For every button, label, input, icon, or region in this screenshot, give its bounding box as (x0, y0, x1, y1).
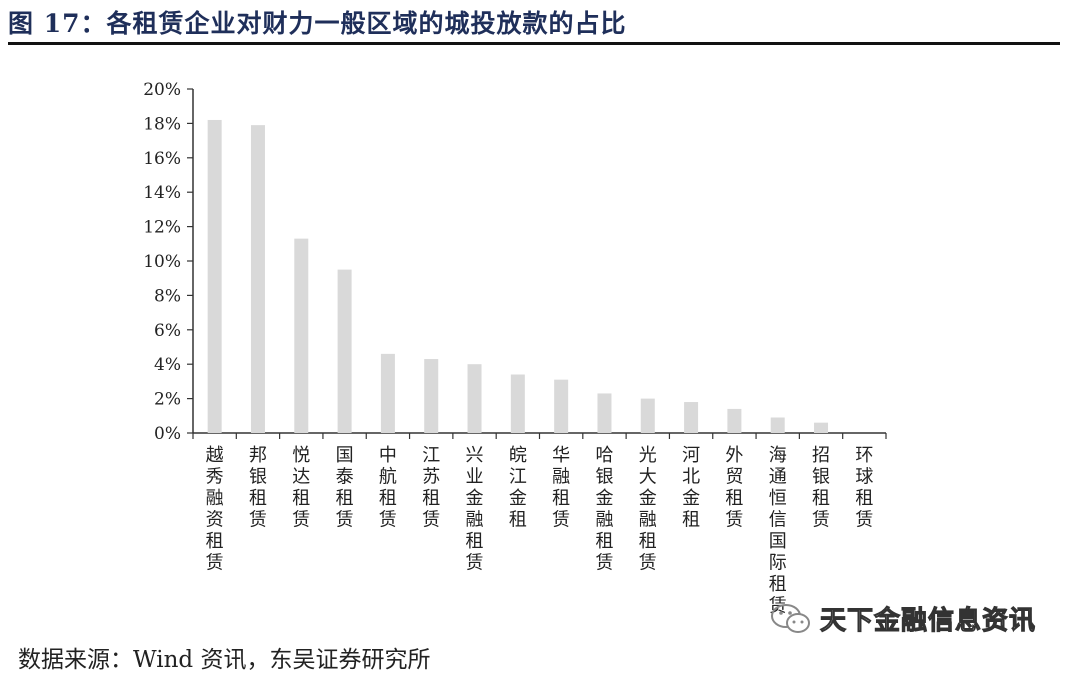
x-tick-label: 环球租赁 (855, 445, 873, 531)
y-tick-label: 18% (143, 114, 181, 134)
bar (597, 393, 612, 433)
bar (727, 408, 742, 433)
bar (250, 125, 265, 434)
watermark-text: 天下金融信息资讯 (819, 606, 1037, 637)
bar (770, 417, 785, 433)
y-tick-label: 2% (154, 390, 181, 410)
title-rule (8, 42, 1060, 45)
y-tick-label: 16% (143, 149, 181, 169)
x-tick-label: 邦银租赁 (249, 445, 267, 531)
y-tick-label: 8% (154, 286, 181, 306)
bar (640, 398, 655, 433)
source-note: 数据来源：Wind 资讯，东吴证券研究所 (18, 647, 431, 673)
watermark: 天下金融信息资讯 (770, 600, 1036, 637)
x-tick-label: 兴业金融租赁 (466, 445, 484, 574)
y-tick-label: 12% (143, 218, 181, 238)
x-tick-label: 招银租赁 (812, 445, 830, 531)
bar (380, 353, 395, 433)
x-tick-label: 悦达租赁 (292, 445, 310, 531)
x-tick-label: 中航租赁 (379, 445, 397, 531)
x-tick-label: 国泰租赁 (336, 445, 354, 531)
bar (424, 359, 439, 433)
y-tick-label: 6% (154, 321, 181, 341)
x-tick-label: 华融租赁 (552, 445, 570, 531)
y-tick-label: 10% (143, 252, 181, 272)
y-tick-label: 14% (143, 183, 181, 203)
figure-title: 图 17：各租赁企业对财力一般区域的城投放款的占比 (8, 9, 627, 38)
x-tick-label: 越秀融资租赁 (206, 445, 224, 574)
bar-chart: 0% 2% 4% 6% 8% 10% 12% 14% 16% 18% 20% 越秀融资租赁 邦银租赁 悦达… (143, 80, 887, 617)
bar (294, 238, 309, 433)
bar (814, 422, 829, 433)
bar (554, 379, 569, 433)
bar (337, 269, 352, 433)
y-tick-label: 0% (154, 424, 181, 444)
x-tick-label: 哈银金融租赁 (595, 445, 613, 574)
bar (207, 119, 222, 434)
wechat-icon (771, 603, 810, 633)
bar (684, 402, 699, 433)
bar (510, 374, 525, 433)
x-tick-label: 江苏租赁 (422, 445, 440, 531)
x-tick-label: 光大金融租赁 (639, 445, 657, 574)
x-tick-label: 外贸租赁 (725, 445, 743, 531)
x-tick-label: 河北金租 (682, 445, 700, 531)
y-tick-label: 20% (143, 80, 181, 100)
x-tick-label: 皖江金租 (509, 445, 527, 531)
x-tick-label: 海通恒信国际租赁 (769, 445, 787, 617)
y-tick-label: 4% (154, 355, 181, 375)
bar (467, 364, 482, 433)
